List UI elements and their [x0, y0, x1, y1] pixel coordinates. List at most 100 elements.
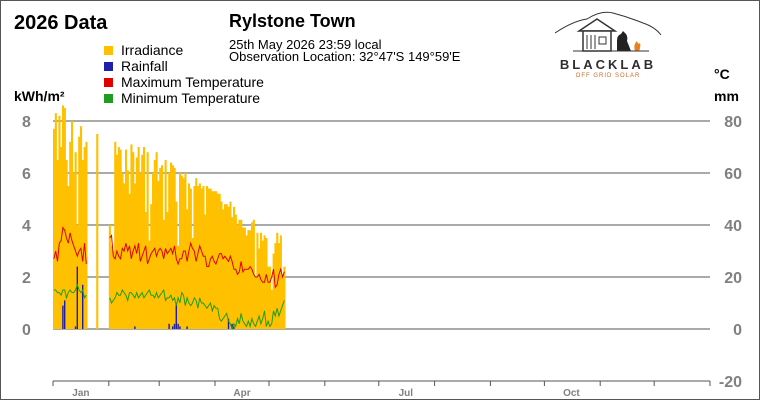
- rainfall-bar: [76, 266, 78, 329]
- irradiance-bar: [240, 219, 243, 329]
- legend-swatch-max-temp: [104, 78, 113, 87]
- irradiance-bar: [220, 201, 223, 329]
- right-tick-label: -20: [719, 374, 742, 391]
- irradiance-bar: [197, 186, 200, 329]
- irradiance-bar: [222, 209, 225, 329]
- irradiance-bar: [67, 186, 70, 329]
- min-temp-line: [53, 283, 285, 331]
- irradiance-bar: [213, 191, 216, 329]
- irradiance-bar: [276, 232, 279, 329]
- irradiance-bar: [236, 225, 239, 329]
- page-title: 2026 Data: [14, 12, 108, 34]
- irradiance-bar: [175, 201, 178, 329]
- irradiance-bar: [254, 277, 257, 329]
- irradiance-bar: [83, 147, 86, 329]
- legend-label-min-temp: Minimum Temperature: [121, 90, 261, 106]
- irradiance-bar: [270, 290, 273, 329]
- irradiance-bar: [162, 219, 165, 329]
- irradiance-bar: [96, 134, 99, 329]
- rainfall-bar: [227, 318, 230, 329]
- station-location: Observation Location: 32°47'S 149°59'E: [229, 49, 461, 64]
- irradiance-bar: [135, 157, 138, 329]
- irradiance-bar: [121, 173, 124, 329]
- rainfall-bar: [177, 323, 179, 329]
- irradiance-bar: [58, 115, 61, 329]
- right-tick-label: 0: [733, 322, 742, 339]
- rainfall-bar: [233, 326, 235, 329]
- rainfall-bar: [62, 305, 64, 329]
- irradiance-bar: [177, 245, 180, 329]
- legend-label-irradiance: Irradiance: [121, 42, 184, 58]
- legend-label-rainfall: Rainfall: [121, 58, 168, 74]
- irradiance-bar: [281, 277, 284, 329]
- rainfall-bar: [172, 326, 174, 329]
- irradiance-bar: [146, 152, 149, 329]
- blacklab-logo: BLACKLAB OFF GRID SOLAR: [553, 7, 663, 89]
- rainfall-bar: [64, 300, 66, 329]
- rainfall-bar: [134, 326, 136, 329]
- irradiance-bar: [155, 152, 158, 329]
- irradiance-bar: [200, 188, 203, 329]
- rainfall-bar: [173, 323, 176, 329]
- right-axis-unit-rain: mm: [714, 88, 739, 104]
- irradiance-bar: [170, 162, 173, 329]
- irradiance-bar: [150, 204, 153, 329]
- irradiance-bar: [119, 149, 122, 329]
- irradiance-bar: [53, 128, 56, 329]
- irradiance-bar: [157, 180, 160, 329]
- irradiance-bar: [211, 191, 214, 329]
- irradiance-bar: [71, 121, 74, 329]
- irradiance-bar: [243, 227, 246, 329]
- irradiance-bar: [164, 160, 167, 329]
- irradiance-bar: [78, 136, 81, 329]
- irradiance-bar: [112, 251, 115, 329]
- irradiance-bar: [279, 235, 282, 329]
- irradiance-bar: [231, 217, 234, 329]
- irradiance-bar: [206, 186, 209, 329]
- legend-swatch-irradiance: [104, 46, 113, 55]
- irradiance-bar: [188, 183, 191, 329]
- irradiance-bar: [180, 175, 183, 329]
- irradiance-bar: [249, 230, 252, 329]
- rainfall-bar: [74, 326, 77, 329]
- irradiance-bar: [123, 183, 126, 329]
- irradiance-bar: [245, 235, 248, 329]
- rainfall-bar: [175, 303, 177, 329]
- irradiance-bar: [269, 266, 272, 329]
- irradiance-bar: [272, 253, 275, 329]
- rainfall-bar: [82, 284, 84, 329]
- right-tick-label: 80: [724, 114, 742, 131]
- station-name: Rylstone Town: [229, 11, 356, 31]
- irradiance-bar: [251, 222, 254, 329]
- irradiance-bar: [265, 238, 268, 329]
- irradiance-bar: [132, 152, 135, 329]
- irradiance-bar: [191, 238, 194, 329]
- irradiance-bar: [108, 225, 111, 329]
- month-label: Apr: [233, 388, 250, 399]
- irradiance-bar: [62, 105, 65, 330]
- irradiance-bar: [238, 219, 241, 329]
- irradiance-bar: [116, 154, 119, 329]
- irradiance-bar: [267, 266, 270, 329]
- irradiance-bar: [186, 209, 189, 329]
- irradiance-bar: [283, 266, 286, 329]
- irradiance-bar: [224, 204, 227, 329]
- irradiance-bar: [72, 173, 75, 329]
- irradiance-bar: [193, 186, 196, 329]
- irradiance-bar: [182, 178, 185, 329]
- irradiance-bar: [81, 160, 84, 329]
- logo-house-dog-icon: [554, 11, 662, 52]
- irradiance-bar: [125, 149, 128, 329]
- irradiance-bar: [227, 206, 230, 329]
- left-tick-label: 4: [22, 218, 31, 235]
- month-label: Jul: [399, 388, 414, 399]
- irradiance-bar: [63, 108, 66, 329]
- month-label: Oct: [563, 388, 580, 399]
- right-axis-unit-temp: °C: [714, 66, 730, 82]
- irradiance-bar: [137, 147, 140, 329]
- irradiance-bar: [114, 141, 117, 329]
- irradiance-bar: [195, 178, 198, 329]
- irradiance-bar: [278, 243, 281, 329]
- irradiance-bar: [229, 201, 232, 329]
